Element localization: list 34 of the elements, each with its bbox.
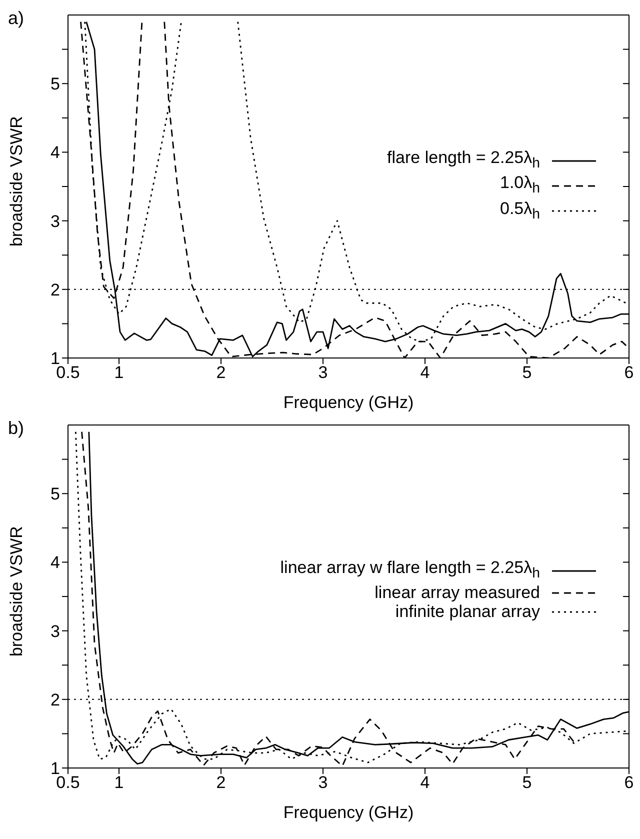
x-tick-label: 4: [420, 773, 430, 792]
x-tick-label: 1: [114, 363, 124, 382]
x-tick-label: 2: [216, 773, 226, 792]
y-axis-title: broadside VSWR: [7, 116, 26, 246]
y-tick-label: 2: [50, 280, 60, 300]
y-tick-label: 5: [50, 484, 60, 504]
x-tick-label: 6: [624, 773, 634, 792]
legend-label: linear array measured: [374, 583, 540, 602]
x-tick-label: 1: [114, 773, 124, 792]
x-tick-label: 3: [318, 363, 328, 382]
legend-label: flare length = 2.25λ$_{h}$: [387, 148, 540, 174]
y-tick-label: 5: [50, 74, 60, 94]
y-axis-title: broadside VSWR: [7, 526, 26, 656]
x-tick-label: 6: [624, 363, 634, 382]
y-tick-label: 2: [50, 690, 60, 710]
x-tick-label: 5: [522, 363, 532, 382]
y-tick-label: 4: [50, 553, 60, 572]
y-tick-label: 4: [50, 143, 60, 162]
x-tick-label: 0.5: [56, 363, 80, 382]
legend-label: 0.5λ$_{h}$: [500, 198, 540, 224]
x-axis-title: Frequency (GHz): [283, 393, 414, 412]
legend-label: infinite planar array: [395, 602, 540, 622]
text: b): [8, 418, 24, 439]
x-tick-label: 2: [216, 363, 226, 382]
y-tick-label: 3: [50, 212, 60, 231]
x-tick-label: 4: [420, 363, 430, 382]
legend-label: linear array w flare length = 2.25λ$_{h}$: [280, 558, 540, 584]
legend-label: 1.0λ$_{h}$: [500, 173, 540, 199]
x-tick-label: 0.5: [56, 773, 80, 792]
x-axis-title: Frequency (GHz): [283, 803, 414, 822]
x-tick-label: 5: [522, 773, 532, 792]
text: a): [8, 8, 24, 29]
x-tick-label: 3: [318, 773, 328, 792]
y-tick-label: 3: [50, 622, 60, 641]
